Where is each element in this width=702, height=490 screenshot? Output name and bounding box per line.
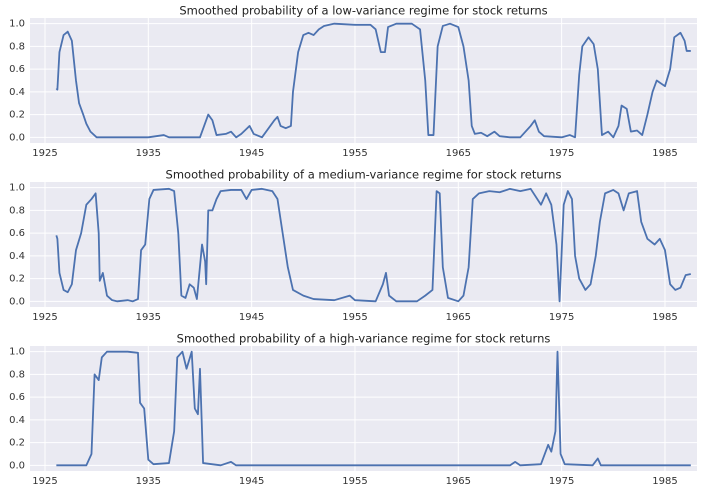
- x-tick-label: 1955: [342, 476, 367, 487]
- subplot-title: Smoothed probability of a low-variance r…: [179, 4, 547, 18]
- y-tick-label: 0.4: [9, 415, 25, 426]
- x-tick-label: 1945: [239, 476, 264, 487]
- series-line: [56, 350, 691, 467]
- series-line: [55, 22, 691, 139]
- x-tick-label: 1965: [446, 148, 471, 159]
- subplot: Smoothed probability of a low-variance r…: [9, 4, 697, 159]
- x-tick-label: 1935: [136, 312, 161, 323]
- x-tick-label: 1975: [549, 476, 574, 487]
- x-tick-label: 1965: [446, 312, 471, 323]
- y-tick-label: 0.8: [9, 205, 25, 216]
- x-tick-label: 1925: [32, 476, 57, 487]
- y-tick-label: 0.6: [9, 228, 25, 239]
- plot-area: [30, 182, 697, 307]
- y-tick-label: 0.6: [9, 64, 25, 75]
- y-tick-label: 0.8: [9, 369, 25, 380]
- x-tick-label: 1935: [136, 476, 161, 487]
- x-tick-label: 1945: [239, 148, 264, 159]
- subplot-title: Smoothed probability of a medium-varianc…: [166, 168, 562, 182]
- y-tick-label: 0.0: [9, 132, 25, 143]
- x-tick-label: 1985: [652, 476, 677, 487]
- x-tick-label: 1975: [549, 148, 574, 159]
- x-tick-label: 1955: [342, 312, 367, 323]
- y-tick-label: 0.2: [9, 274, 25, 285]
- y-tick-label: 0.4: [9, 87, 25, 98]
- x-tick-label: 1965: [446, 476, 471, 487]
- x-tick-label: 1925: [32, 312, 57, 323]
- x-tick-label: 1955: [342, 148, 367, 159]
- subplot-title: Smoothed probability of a high-variance …: [177, 332, 551, 346]
- x-tick-label: 1935: [136, 148, 161, 159]
- y-tick-label: 0.8: [9, 41, 25, 52]
- x-tick-label: 1945: [239, 312, 264, 323]
- y-tick-label: 1.0: [9, 19, 25, 30]
- series-line: [55, 187, 691, 303]
- subplot: Smoothed probability of a medium-varianc…: [9, 168, 697, 323]
- y-tick-label: 1.0: [9, 183, 25, 194]
- y-tick-label: 0.0: [9, 460, 25, 471]
- plot-area: [30, 346, 697, 471]
- y-tick-label: 1.0: [9, 347, 25, 358]
- plot-area: [30, 18, 697, 143]
- x-tick-label: 1925: [32, 148, 57, 159]
- x-tick-label: 1985: [652, 312, 677, 323]
- y-tick-label: 0.6: [9, 392, 25, 403]
- y-tick-label: 0.4: [9, 251, 25, 262]
- y-tick-label: 0.0: [9, 296, 25, 307]
- y-tick-label: 0.2: [9, 110, 25, 121]
- y-tick-label: 0.2: [9, 438, 25, 449]
- subplot: Smoothed probability of a high-variance …: [9, 332, 697, 487]
- x-tick-label: 1985: [652, 148, 677, 159]
- x-tick-label: 1975: [549, 312, 574, 323]
